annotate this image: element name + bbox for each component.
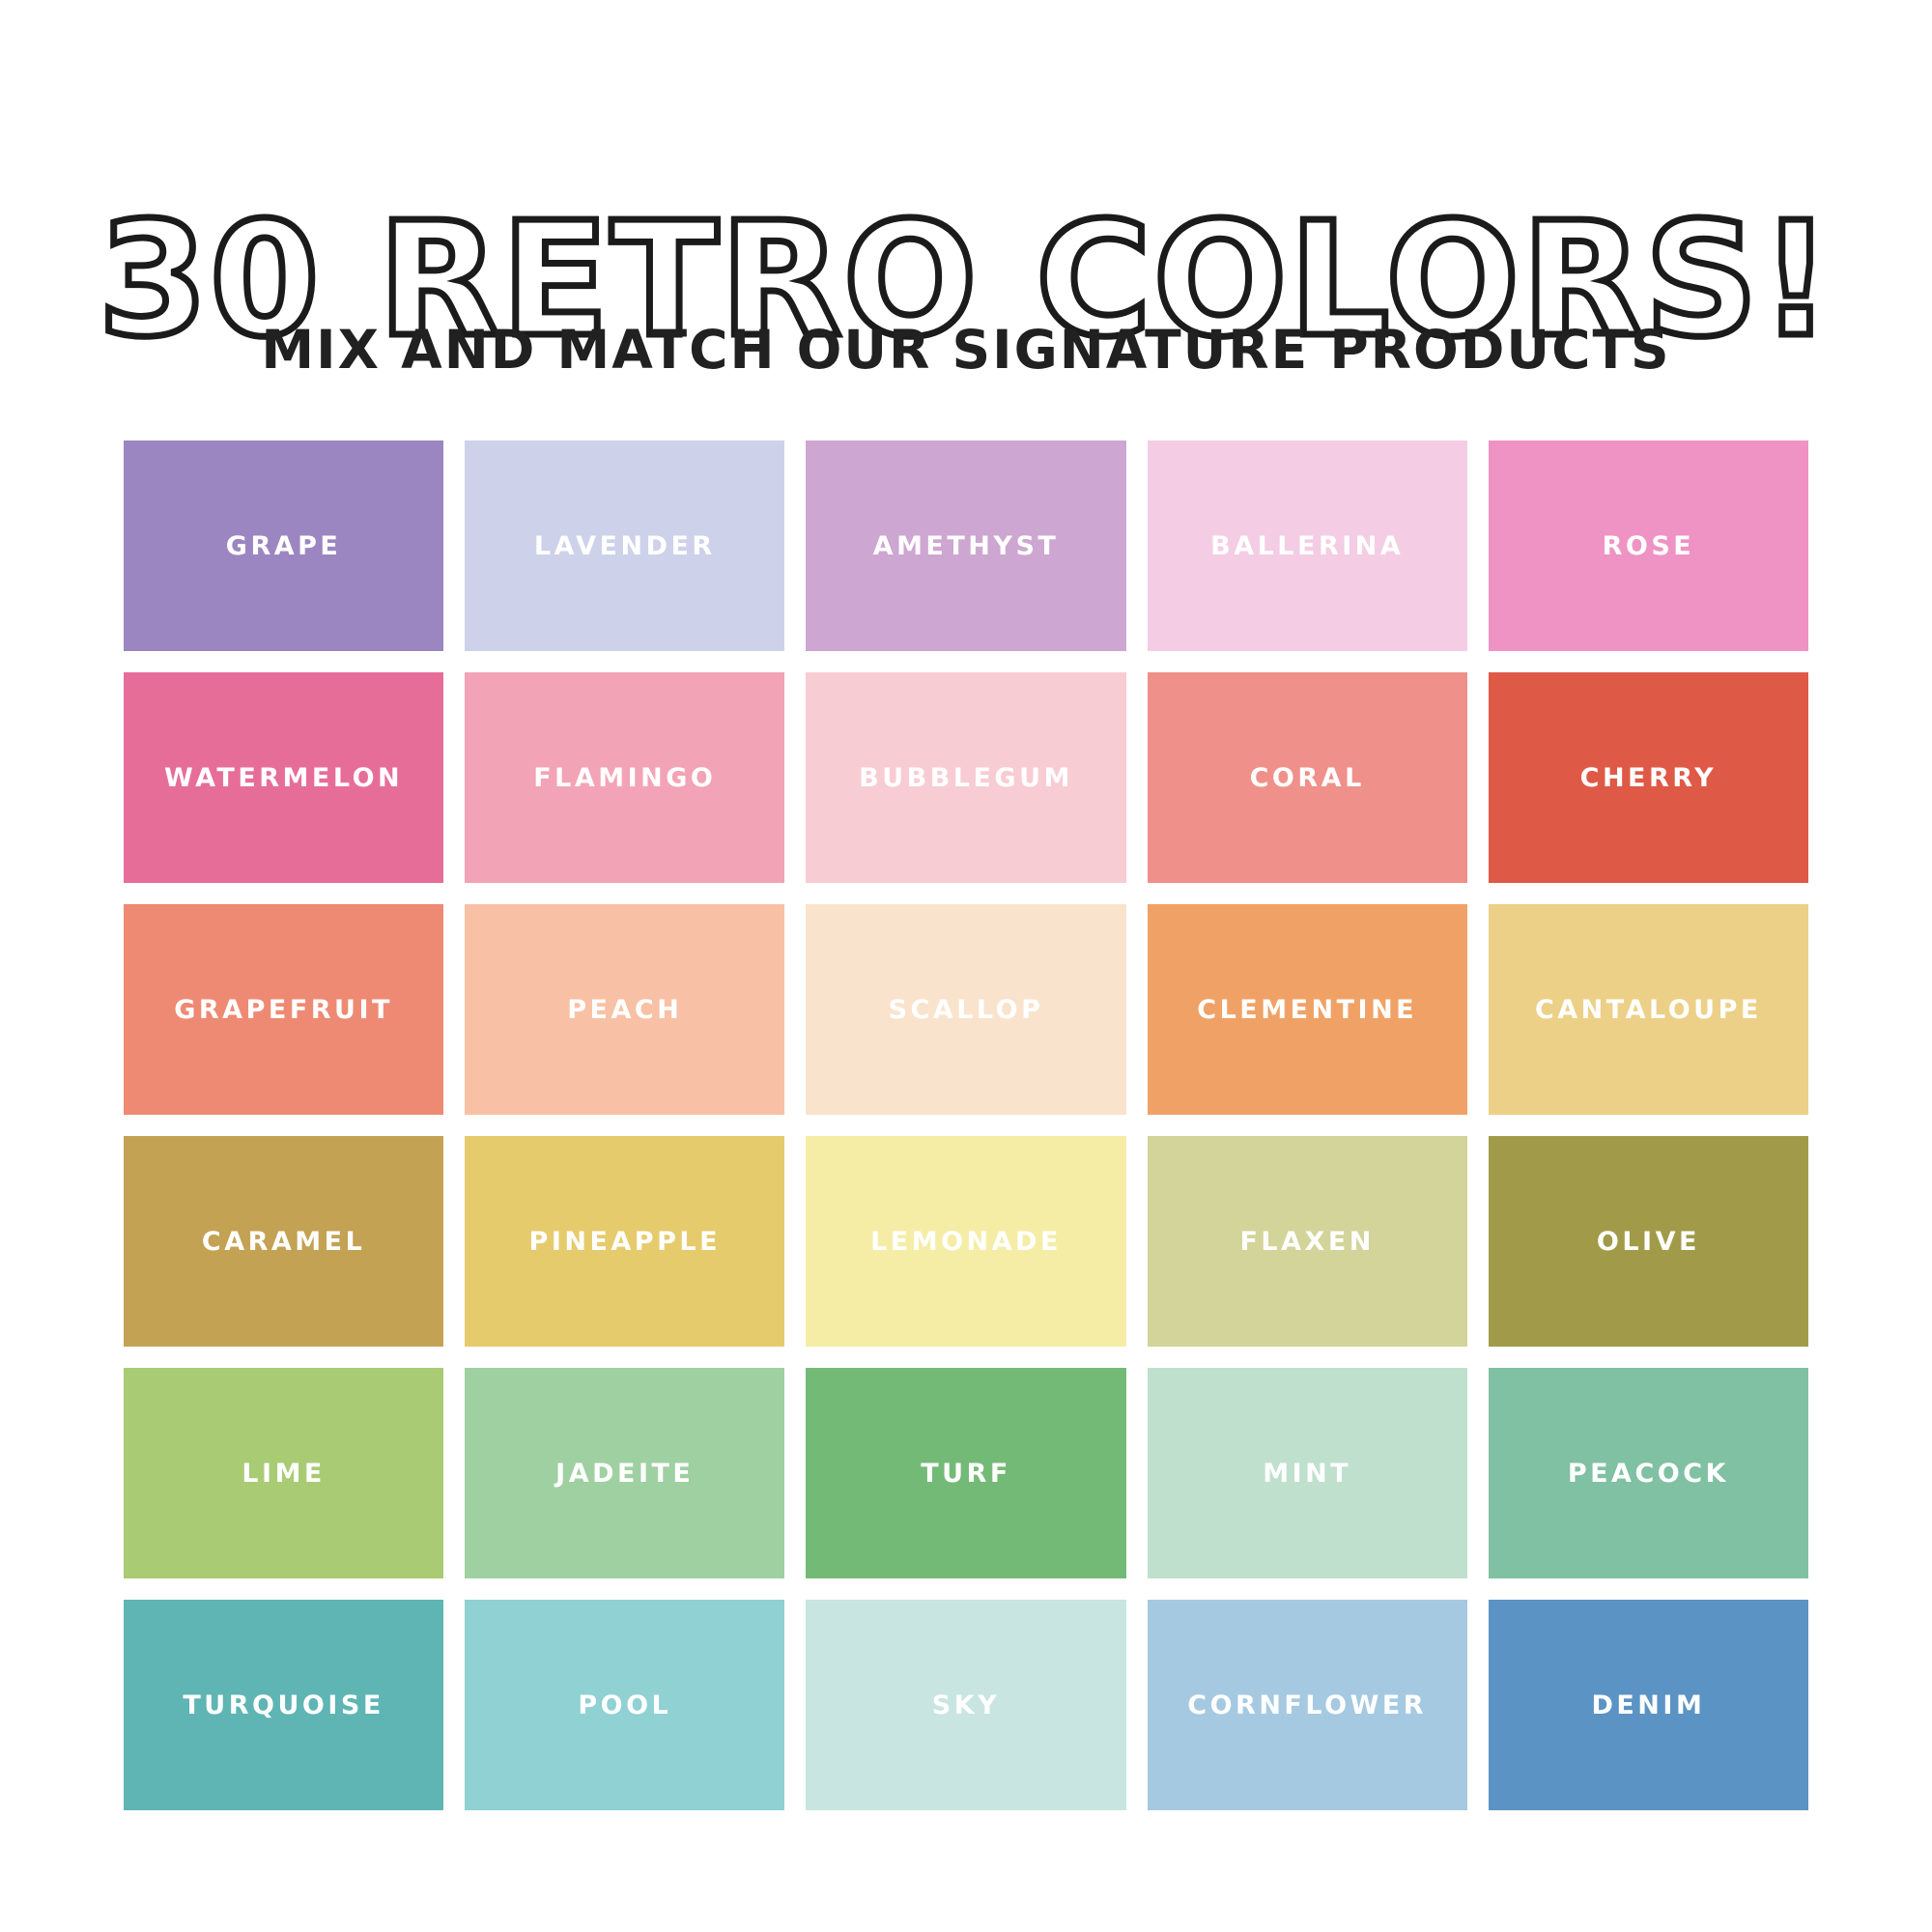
swatch-rose: ROSE bbox=[1488, 440, 1808, 651]
swatch-label: LIME bbox=[242, 1458, 326, 1489]
swatch-pool: POOL bbox=[465, 1600, 785, 1810]
swatch-lavender: LAVENDER bbox=[465, 440, 785, 651]
swatch-pineapple: PINEAPPLE bbox=[465, 1136, 785, 1347]
swatch-label: TURF bbox=[921, 1458, 1011, 1489]
swatch-label: CORNFLOWER bbox=[1187, 1690, 1428, 1720]
page-subtitle: MIX AND MATCH OUR SIGNATURE PRODUCTS bbox=[261, 318, 1671, 381]
swatch-amethyst: AMETHYST bbox=[806, 440, 1126, 651]
color-grid: GRAPE LAVENDER AMETHYST BALLERINA ROSE W… bbox=[124, 440, 1808, 1810]
swatch-label: BALLERINA bbox=[1210, 530, 1405, 561]
swatch-label: POOL bbox=[578, 1690, 672, 1720]
swatch-cantaloupe: CANTALOUPE bbox=[1488, 904, 1808, 1115]
swatch-cornflower: CORNFLOWER bbox=[1147, 1600, 1467, 1810]
swatch-label: GRAPE bbox=[225, 530, 342, 561]
swatch-denim: DENIM bbox=[1488, 1600, 1808, 1810]
swatch-label: LAVENDER bbox=[533, 530, 716, 561]
page-title: 30 RETRO COLORS! bbox=[95, 189, 1835, 373]
swatch-label: FLAMINGO bbox=[533, 762, 717, 793]
swatch-label: PEACOCK bbox=[1567, 1458, 1729, 1489]
swatch-grape: GRAPE bbox=[124, 440, 444, 651]
swatch-ballerina: BALLERINA bbox=[1147, 440, 1467, 651]
swatch-lime: LIME bbox=[124, 1368, 444, 1578]
swatch-olive: OLIVE bbox=[1488, 1136, 1808, 1347]
swatch-label: BUBBLEGUM bbox=[859, 762, 1073, 793]
swatch-grapefruit: GRAPEFRUIT bbox=[124, 904, 444, 1115]
swatch-caramel: CARAMEL bbox=[124, 1136, 444, 1347]
swatch-label: OLIVE bbox=[1596, 1226, 1700, 1257]
swatch-label: JADEITE bbox=[555, 1458, 695, 1489]
swatch-clementine: CLEMENTINE bbox=[1147, 904, 1467, 1115]
swatch-label: PINEAPPLE bbox=[528, 1226, 722, 1257]
swatch-lemonade: LEMONADE bbox=[806, 1136, 1126, 1347]
swatch-label: TURQUOISE bbox=[183, 1690, 384, 1720]
swatch-watermelon: WATERMELON bbox=[124, 672, 444, 883]
swatch-scallop: SCALLOP bbox=[806, 904, 1126, 1115]
swatch-label: CORAL bbox=[1249, 762, 1365, 793]
swatch-bubblegum: BUBBLEGUM bbox=[806, 672, 1126, 883]
swatch-coral: CORAL bbox=[1147, 672, 1467, 883]
swatch-label: GRAPEFRUIT bbox=[174, 994, 393, 1025]
swatch-turf: TURF bbox=[806, 1368, 1126, 1578]
swatch-label: MINT bbox=[1263, 1458, 1352, 1489]
swatch-flamingo: FLAMINGO bbox=[465, 672, 785, 883]
swatch-label: WATERMELON bbox=[164, 762, 404, 793]
swatch-label: PEACH bbox=[567, 994, 683, 1025]
swatch-label: CARAMEL bbox=[201, 1226, 366, 1257]
swatch-label: CANTALOUPE bbox=[1534, 994, 1762, 1025]
swatch-cherry: CHERRY bbox=[1488, 672, 1808, 883]
swatch-label: SCALLOP bbox=[888, 994, 1044, 1025]
swatch-label: ROSE bbox=[1602, 530, 1695, 561]
swatch-sky: SKY bbox=[806, 1600, 1126, 1810]
swatch-peach: PEACH bbox=[465, 904, 785, 1115]
swatch-label: AMETHYST bbox=[872, 530, 1060, 561]
swatch-peacock: PEACOCK bbox=[1488, 1368, 1808, 1578]
swatch-label: SKY bbox=[931, 1690, 1001, 1720]
swatch-label: LEMONADE bbox=[870, 1226, 1062, 1257]
swatch-jadeite: JADEITE bbox=[465, 1368, 785, 1578]
swatch-label: DENIM bbox=[1591, 1690, 1706, 1720]
swatch-label: CLEMENTINE bbox=[1197, 994, 1418, 1025]
swatch-label: FLAXEN bbox=[1239, 1226, 1375, 1257]
swatch-mint: MINT bbox=[1147, 1368, 1467, 1578]
swatch-turquoise: TURQUOISE bbox=[124, 1600, 444, 1810]
swatch-label: CHERRY bbox=[1579, 762, 1718, 793]
swatch-flaxen: FLAXEN bbox=[1147, 1136, 1467, 1347]
